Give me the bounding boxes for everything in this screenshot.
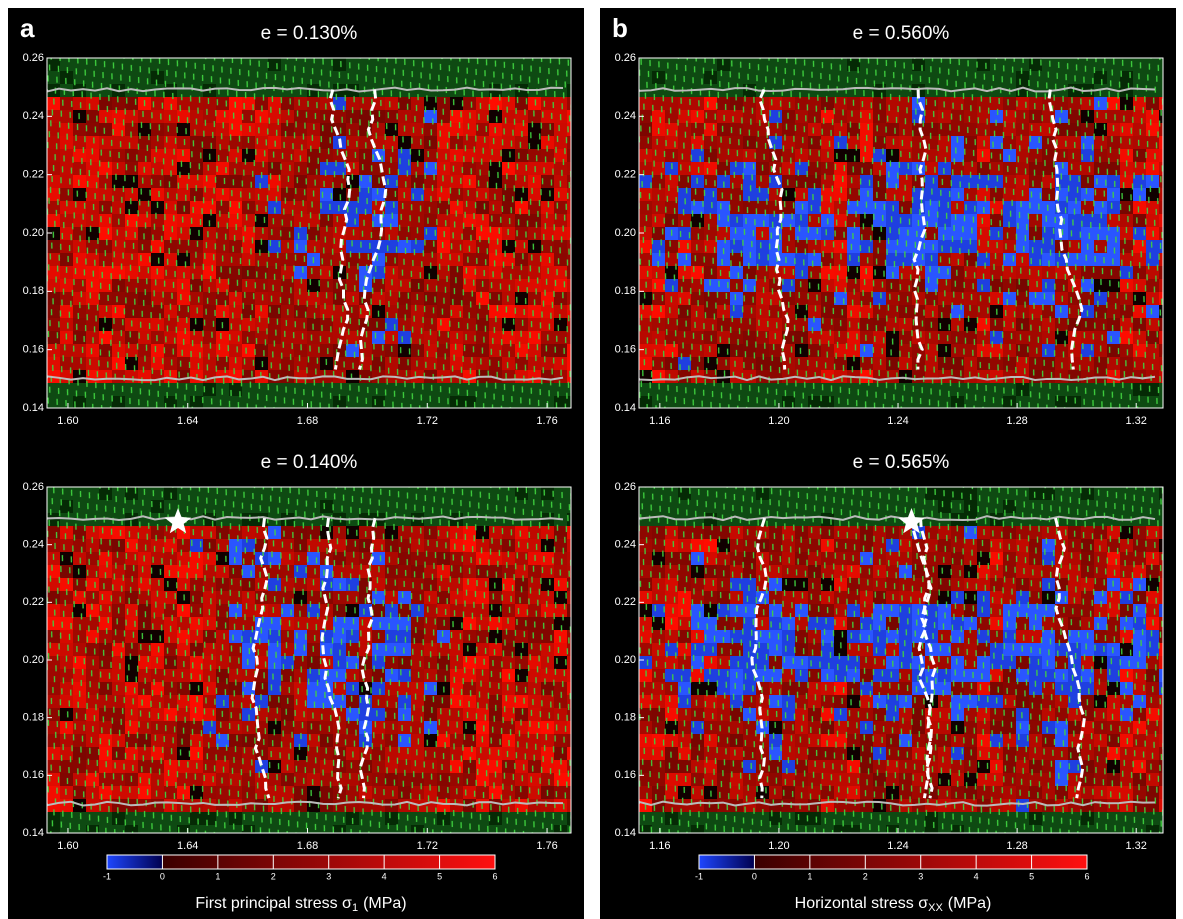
- y-tick-label: 0.24: [615, 539, 636, 551]
- colorbar-tick-label: -1: [103, 871, 111, 881]
- x-tick-label: 1.64: [177, 840, 198, 852]
- y-tick-label: 0.18: [615, 712, 636, 724]
- colorbar-label: First principal stress σ1 (MPa): [195, 895, 406, 914]
- colorbar-tick-label: 6: [492, 871, 497, 881]
- x-tick-label: 1.76: [536, 415, 557, 427]
- colorbar-tick-label: 4: [382, 871, 387, 881]
- x-tick-label: 1.32: [1125, 415, 1146, 427]
- y-tick-label: 0.16: [23, 769, 44, 781]
- x-tick-label: 1.64: [177, 415, 198, 427]
- y-tick-label: 0.16: [23, 344, 44, 356]
- x-tick-label: 1.16: [649, 840, 670, 852]
- x-tick-label: 1.24: [887, 840, 908, 852]
- particle-field: [639, 487, 1172, 838]
- y-tick-label: 0.26: [615, 52, 636, 64]
- particle-dashes: [639, 487, 1163, 833]
- y-tick-label: 0.24: [23, 539, 44, 551]
- colorbar: [107, 855, 495, 869]
- x-tick-label: 1.68: [297, 840, 318, 852]
- label-subscript: 1: [352, 902, 358, 914]
- colorbar-tick-label: 1: [215, 871, 220, 881]
- colorbar: [699, 855, 1087, 869]
- y-tick-label: 0.26: [23, 481, 44, 493]
- x-tick-label: 1.20: [768, 840, 789, 852]
- colorbar-tick-label: 5: [437, 871, 442, 881]
- y-tick-label: 0.22: [615, 596, 636, 608]
- x-tick-label: 1.76: [536, 840, 557, 852]
- colorbar-tick-label: 5: [1029, 871, 1034, 881]
- label-text: First principal stress σ: [195, 895, 352, 912]
- y-tick-label: 0.14: [23, 827, 44, 839]
- y-tick-label: 0.18: [615, 285, 636, 297]
- y-tick-label: 0.20: [23, 227, 44, 239]
- colorbar-tick-label: 0: [752, 871, 757, 881]
- y-tick-label: 0.14: [23, 402, 44, 414]
- colorbar-tick-label: 2: [271, 871, 276, 881]
- label-unit: (MPa): [948, 895, 992, 912]
- x-tick-label: 1.32: [1125, 840, 1146, 852]
- y-tick-label: 0.16: [615, 344, 636, 356]
- y-tick-label: 0.24: [615, 110, 636, 122]
- y-tick-label: 0.26: [615, 481, 636, 493]
- y-tick-label: 0.24: [23, 110, 44, 122]
- y-tick-label: 0.20: [615, 227, 636, 239]
- colorbar-tick-label: 3: [918, 871, 923, 881]
- colorbar-tick-label: 1: [807, 871, 812, 881]
- y-tick-label: 0.22: [615, 169, 636, 181]
- x-tick-label: 1.28: [1006, 415, 1027, 427]
- x-tick-label: 1.60: [57, 415, 78, 427]
- y-tick-label: 0.20: [23, 654, 44, 666]
- label-unit: (MPa): [363, 895, 407, 912]
- label-subscript: XX: [928, 902, 943, 914]
- particle-field: [47, 487, 580, 838]
- particle-field: [47, 58, 580, 409]
- y-tick-label: 0.22: [23, 169, 44, 181]
- particle-dashes: [47, 487, 571, 833]
- x-tick-label: 1.60: [57, 840, 78, 852]
- y-tick-label: 0.14: [615, 402, 636, 414]
- y-tick-label: 0.18: [23, 285, 44, 297]
- y-tick-label: 0.22: [23, 596, 44, 608]
- label-text: Horizontal stress σ: [795, 895, 929, 912]
- x-tick-label: 1.28: [1006, 840, 1027, 852]
- x-tick-label: 1.68: [297, 415, 318, 427]
- panel-label: a: [20, 13, 35, 43]
- colorbar-tick-label: -1: [695, 871, 703, 881]
- colorbar-tick-label: 2: [863, 871, 868, 881]
- colorbar-label: Horizontal stress σXX (MPa): [795, 895, 992, 914]
- colorbar-tick-label: 3: [326, 871, 331, 881]
- plot-title: e = 0.560%: [853, 23, 950, 44]
- particle-dashes: [47, 58, 571, 408]
- plot-title: e = 0.130%: [261, 23, 358, 44]
- plot-title: e = 0.565%: [853, 452, 950, 473]
- particle-dashes: [639, 58, 1163, 408]
- panel-label: b: [612, 13, 628, 43]
- x-tick-label: 1.20: [768, 415, 789, 427]
- y-tick-label: 0.14: [615, 827, 636, 839]
- colorbar-tick-label: 0: [160, 871, 165, 881]
- x-tick-label: 1.24: [887, 415, 908, 427]
- y-tick-label: 0.26: [23, 52, 44, 64]
- particle-field: [639, 58, 1172, 409]
- x-tick-label: 1.72: [417, 415, 438, 427]
- y-tick-label: 0.18: [23, 712, 44, 724]
- plot-title: e = 0.140%: [261, 452, 358, 473]
- x-tick-label: 1.16: [649, 415, 670, 427]
- x-tick-label: 1.72: [417, 840, 438, 852]
- colorbar-tick-label: 4: [974, 871, 979, 881]
- colorbar-tick-label: 6: [1084, 871, 1089, 881]
- y-tick-label: 0.20: [615, 654, 636, 666]
- y-tick-label: 0.16: [615, 769, 636, 781]
